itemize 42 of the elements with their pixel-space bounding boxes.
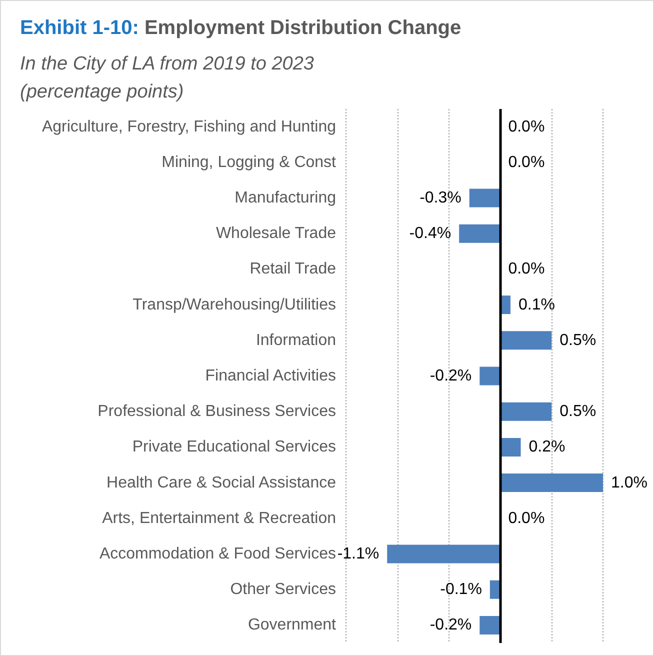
bar xyxy=(500,402,552,421)
text: In the City of LA from 2019 to 2023 (percentage points) xyxy=(20,54,314,102)
bar xyxy=(480,616,500,634)
y-tick-label: Mining, Logging & Const xyxy=(162,154,337,171)
y-tick-label: Retail Trade xyxy=(250,260,336,278)
data-label: -0.1% xyxy=(440,581,482,598)
data-label: 0.0% xyxy=(508,154,545,171)
data-label: 0.2% xyxy=(528,438,566,456)
bar xyxy=(459,224,500,243)
bar xyxy=(490,580,500,599)
data-label: -0.2% xyxy=(430,368,472,384)
y-tick-label: Information xyxy=(256,332,336,349)
y-tick-label: Health Care & Social Assistance xyxy=(106,474,336,492)
y-tick-label: Government xyxy=(248,616,337,634)
chart-title: Exhibit 1-10: Employment Distribution Change xyxy=(20,17,462,39)
y-tick-label: Private Educational Services xyxy=(132,438,336,456)
data-label: 1.0% xyxy=(611,474,648,492)
data-label: -1.1% xyxy=(337,546,380,562)
data-label: 0.0% xyxy=(508,260,545,278)
bar xyxy=(500,474,603,492)
data-label: 0.0% xyxy=(508,510,545,527)
y-tick-label: Other Services xyxy=(230,581,336,598)
bar xyxy=(500,331,552,350)
y-tick-label: Manufacturing xyxy=(234,190,336,206)
data-label: 0.5% xyxy=(560,403,596,420)
data-label: 0.1% xyxy=(518,296,555,314)
y-tick-label: Professional & Business Services xyxy=(98,403,336,420)
bar xyxy=(500,438,521,456)
y-tick-label: Transp/Warehousing/Utilities xyxy=(132,296,336,314)
y-tick-label: Wholesale Trade xyxy=(216,225,336,242)
y-tick-label: Accommodation & Food Services xyxy=(99,546,336,562)
data-label: -0.3% xyxy=(420,190,462,206)
y-tick-label: Financial Activities xyxy=(205,368,336,384)
bar xyxy=(469,188,500,208)
data-label: 0.5% xyxy=(560,332,596,349)
bar xyxy=(387,544,500,564)
y-tick-label: Agriculture, Forestry, Fishing and Hunting xyxy=(42,118,336,136)
y-tick-label: Arts, Entertainment & Recreation xyxy=(102,510,336,527)
data-label: -0.4% xyxy=(409,225,452,242)
bar xyxy=(480,366,500,386)
data-label: -0.2% xyxy=(430,616,472,634)
data-label: 0.0% xyxy=(508,118,545,136)
